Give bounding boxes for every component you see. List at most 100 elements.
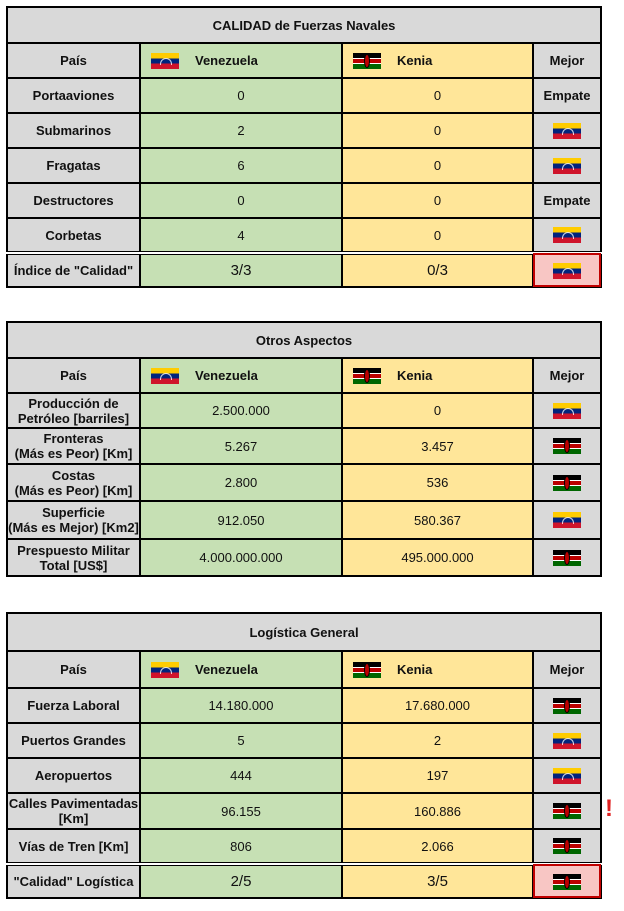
row-label: Vías de Tren [Km] [6, 828, 141, 865]
row-label-line: Costas [51, 467, 96, 483]
table-row: Superficie (Más es Mejor) [Km2] 912.050 5… [6, 500, 603, 540]
kenya-flag-icon [353, 661, 381, 678]
table-row: Corbetas 4 0 [6, 217, 603, 254]
country-header-label: País [6, 357, 141, 394]
row-label: Portaaviones [6, 77, 141, 114]
country-name: Kenia [397, 53, 433, 69]
summary-row: Índice de "Calidad" 3/3 0/3 [6, 251, 603, 288]
venezuela-flag-icon [553, 767, 582, 784]
row-label: Fuerza Laboral [6, 687, 141, 724]
table-title: Logística General [5, 612, 603, 652]
row-label: Puertos Grandes [6, 722, 141, 759]
venezuela-value: 2 [139, 112, 343, 149]
kenya-value: 160.886 [341, 792, 534, 830]
row-label: Superficie (Más es Mejor) [Km2] [6, 500, 141, 540]
table-row: Fragatas 6 0 [6, 147, 603, 184]
country-name: Venezuela [195, 662, 258, 678]
country-name: Venezuela [195, 368, 258, 384]
venezuela-value: 5 [139, 722, 343, 759]
kenya-flag-icon [353, 52, 381, 69]
table-row: Fuerza Laboral 14.180.000 17.680.000 [6, 687, 603, 724]
kenya-score: 0/3 [341, 251, 534, 288]
kenya-flag-icon [553, 474, 581, 491]
best-value [531, 687, 603, 724]
venezuela-value: 2.500.000 [139, 392, 343, 429]
kenya-flag-icon [553, 549, 581, 566]
kenya-value: 2.066 [341, 828, 534, 865]
summary-label: "Calidad" Logística [6, 862, 141, 899]
venezuela-value: 5.267 [139, 427, 343, 465]
venezuela-flag-icon [553, 512, 581, 529]
best-value [531, 757, 603, 794]
kenya-flag-icon [553, 838, 582, 855]
row-label: Aeropuertos [6, 757, 141, 794]
row-label-line: Petróleo [barriles] [17, 410, 130, 426]
row-label: Prespuesto Militar Total [US$] [6, 538, 141, 577]
kenya-value: 0 [341, 217, 534, 254]
row-label: Costas (Más es Peor) [Km] [6, 463, 141, 502]
kenya-value: 17.680.000 [341, 687, 534, 724]
best-value [531, 217, 603, 254]
best-header: Mejor [531, 42, 603, 79]
best-value [531, 427, 603, 465]
best-value: Empate [531, 77, 603, 114]
row-label: Corbetas [6, 217, 141, 254]
venezuela-value: 14.180.000 [139, 687, 343, 724]
best-value [531, 500, 603, 540]
winner-cell [531, 251, 603, 288]
venezuela-value: 6 [139, 147, 343, 184]
venezuela-flag-icon [151, 52, 179, 69]
row-label: Producción de Petróleo [barriles] [6, 392, 141, 429]
kenya-score: 3/5 [341, 862, 534, 899]
kenya-flag-icon [353, 367, 381, 384]
table-row: Destructores 0 0 Empate [6, 182, 603, 219]
row-label: Fronteras (Más es Peor) [Km] [6, 427, 141, 465]
venezuela-value: 806 [139, 828, 343, 865]
country-name: Kenia [397, 662, 433, 678]
table-row: Calles Pavimentadas [Km] 96.155 160.886 [6, 792, 603, 830]
kenya-flag-icon [553, 697, 582, 714]
summary-row: "Calidad" Logística 2/5 3/5 [6, 862, 603, 899]
row-label: Fragatas [6, 147, 141, 184]
row-label-line: (Más es Peor) [Km] [14, 482, 133, 498]
venezuela-header: Venezuela [139, 357, 343, 394]
venezuela-flag-icon [553, 157, 582, 174]
venezuela-flag-icon [151, 367, 179, 384]
general-logistics-table: Logística General País Venezuela Kenia M… [5, 612, 603, 899]
row-label-line: [Km] [58, 811, 89, 826]
row-label-line: Calles Pavimentadas [8, 796, 139, 811]
kenya-value: 0 [341, 112, 534, 149]
row-label-line: Producción de [28, 395, 119, 411]
venezuela-value: 4.000.000.000 [139, 538, 343, 577]
table-row: Costas (Más es Peor) [Km] 2.800 536 [6, 463, 603, 502]
country-name: Kenia [397, 368, 433, 384]
table-title: CALIDAD de Fuerzas Navales [5, 6, 603, 44]
country-header-label: País [6, 42, 141, 79]
best-value [531, 112, 603, 149]
venezuela-value: 0 [139, 182, 343, 219]
kenya-flag-icon [553, 803, 582, 820]
summary-label: Índice de "Calidad" [6, 251, 141, 288]
best-header: Mejor [531, 650, 603, 689]
best-value [531, 147, 603, 184]
exclamation-icon: ! [605, 795, 613, 822]
kenya-header: Kenia [341, 357, 534, 394]
table-row: Producción de Petróleo [barriles] 2.500.0… [6, 392, 603, 429]
kenya-value: 0 [341, 182, 534, 219]
best-value [531, 463, 603, 502]
best-value: Empate [531, 182, 603, 219]
kenya-value: 495.000.000 [341, 538, 534, 577]
winner-cell [531, 862, 603, 899]
kenya-value: 580.367 [341, 500, 534, 540]
venezuela-value: 96.155 [139, 792, 343, 830]
kenya-value: 0 [341, 147, 534, 184]
other-aspects-table: Otros Aspectos País Venezuela Kenia Mejo… [5, 321, 603, 577]
venezuela-score: 2/5 [139, 862, 343, 899]
row-label-line: Prespuesto Militar [17, 542, 130, 558]
row-label-line: Total [US$] [39, 557, 108, 573]
venezuela-flag-icon [553, 732, 582, 749]
kenya-value: 0 [341, 77, 534, 114]
kenya-value: 536 [341, 463, 534, 502]
venezuela-flag-icon [553, 262, 582, 279]
venezuela-flag-icon [553, 227, 582, 244]
